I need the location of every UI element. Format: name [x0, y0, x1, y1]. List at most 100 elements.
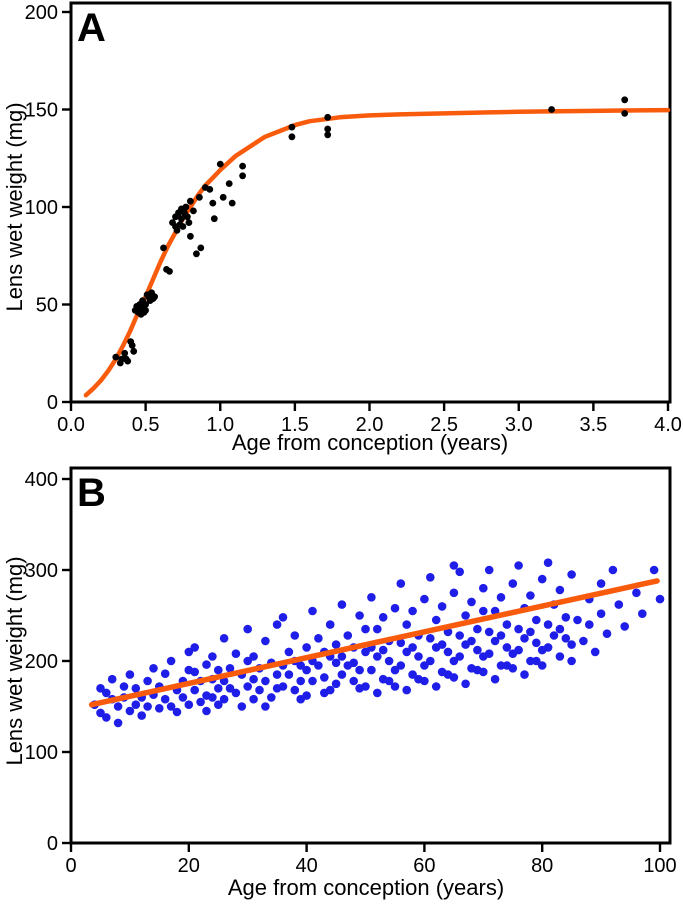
data-point	[173, 227, 181, 234]
data-point	[272, 620, 282, 629]
data-point	[449, 673, 459, 682]
data-point	[290, 685, 300, 695]
data-point	[426, 634, 435, 643]
data-point	[231, 649, 241, 658]
data-point	[614, 600, 624, 609]
panel-a: 0.0 0.5 1.0 1.5 2.0 2.5 3.0 3.5 4.0050100150200 …	[2, 1, 682, 455]
data-point	[402, 647, 412, 657]
data-point	[143, 676, 152, 686]
data-point	[284, 647, 294, 657]
data-point	[197, 244, 205, 252]
panel-b-plot-border	[69, 466, 672, 845]
data-point	[514, 645, 523, 655]
data-point	[302, 691, 311, 700]
data-point	[278, 613, 288, 622]
data-point	[537, 661, 547, 670]
fit-line	[88, 578, 660, 708]
data-point	[655, 594, 665, 604]
data-point	[537, 574, 547, 584]
data-point	[239, 172, 247, 180]
data-point	[585, 620, 594, 629]
data-point	[555, 585, 565, 595]
data-point	[121, 349, 129, 357]
data-point	[508, 664, 518, 673]
data-point	[228, 199, 236, 207]
data-point	[219, 694, 229, 704]
data-point	[420, 676, 429, 686]
data-point	[402, 685, 412, 695]
x-tick-label: 0.0	[57, 414, 85, 436]
data-point	[160, 669, 170, 678]
data-point	[160, 694, 170, 704]
data-point	[602, 629, 612, 638]
data-point	[160, 244, 167, 252]
data-point	[479, 583, 488, 593]
data-point	[396, 579, 406, 588]
data-point	[496, 593, 506, 602]
data-point	[331, 658, 341, 668]
data-point	[187, 197, 194, 205]
x-tick-label: 1.5	[281, 414, 309, 436]
data-point	[367, 665, 376, 675]
data-point	[324, 125, 332, 133]
data-point	[190, 643, 199, 652]
data-point	[496, 631, 506, 640]
data-point	[502, 643, 512, 652]
data-point	[267, 693, 276, 702]
data-point	[455, 631, 465, 640]
data-point	[543, 643, 553, 652]
data-point	[172, 707, 182, 717]
data-point	[225, 684, 235, 693]
data-point	[561, 613, 571, 622]
data-point	[378, 645, 388, 655]
data-point	[102, 713, 111, 722]
data-point	[113, 702, 123, 711]
data-point	[567, 640, 576, 649]
data-point	[420, 661, 429, 670]
data-point	[373, 624, 382, 634]
data-point	[567, 656, 576, 666]
x-tick-label: 60	[413, 855, 435, 877]
data-point	[514, 624, 523, 634]
panel-b-data-layer	[88, 558, 665, 728]
data-point	[125, 706, 135, 716]
data-point	[225, 180, 233, 188]
data-point	[408, 606, 417, 616]
data-point	[290, 631, 300, 640]
data-point	[596, 609, 606, 618]
data-point	[249, 694, 258, 704]
data-point	[96, 708, 105, 718]
data-point	[455, 567, 465, 577]
data-point	[548, 106, 555, 113]
data-point	[225, 664, 235, 673]
panel-a-data-layer	[83, 96, 671, 398]
data-point	[396, 638, 406, 648]
y-tick-label: 300	[25, 560, 58, 582]
data-point	[355, 665, 364, 675]
data-point	[384, 656, 394, 666]
x-tick-label: 20	[178, 855, 200, 877]
data-point	[384, 676, 394, 686]
panel-a-ticks: 0.0 0.5 1.0 1.5 2.0 2.5 3.0 3.5 4.0 0 50 100 150 200	[25, 2, 682, 436]
data-point	[590, 647, 600, 657]
data-point	[113, 718, 123, 728]
data-point	[431, 615, 441, 625]
y-tick-label: 100	[25, 197, 58, 219]
data-point	[621, 110, 629, 117]
data-point	[202, 706, 211, 716]
x-tick-label: 3.0	[505, 414, 533, 436]
data-point	[178, 693, 188, 702]
data-point	[130, 347, 138, 355]
data-point	[302, 665, 311, 675]
data-point	[214, 665, 223, 675]
y-tick-label: 50	[36, 295, 58, 317]
data-point	[151, 293, 159, 301]
panel-a-plot-border	[69, 1, 672, 404]
data-point	[325, 620, 335, 629]
data-point	[473, 645, 482, 655]
data-point	[243, 656, 252, 666]
data-point	[484, 627, 494, 637]
data-point	[187, 232, 194, 240]
panel-a-y-axis-title: Lens wet weight (mg)	[2, 102, 27, 311]
data-point	[437, 602, 447, 611]
